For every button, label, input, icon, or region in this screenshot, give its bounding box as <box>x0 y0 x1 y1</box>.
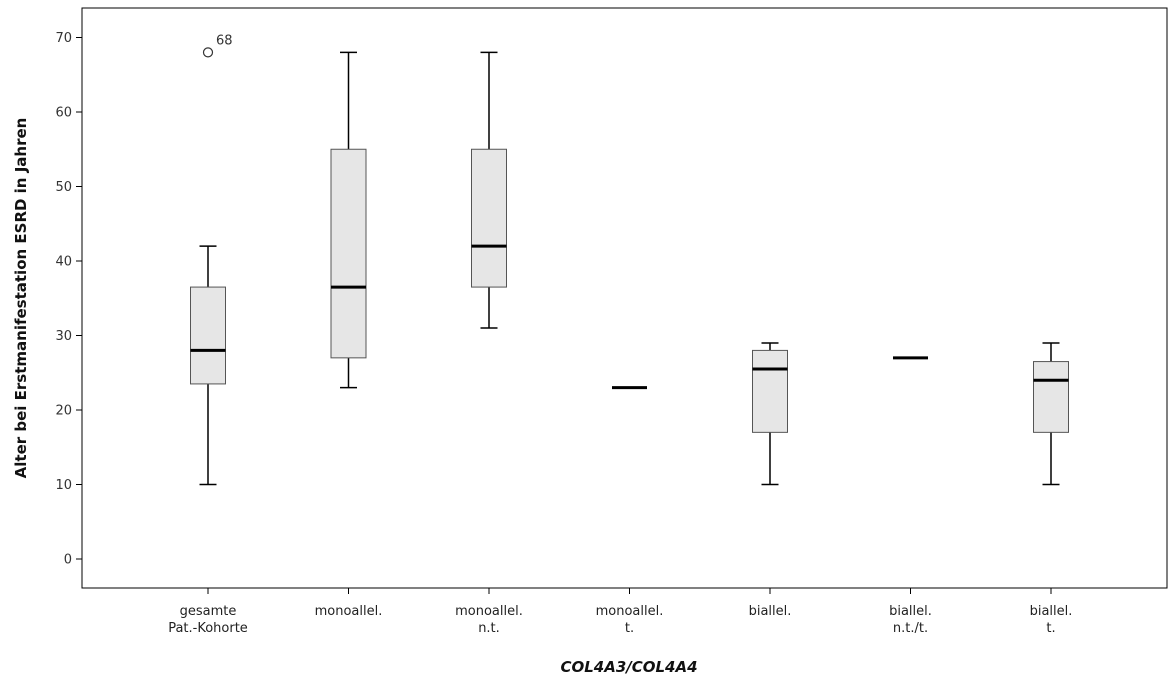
y-tick-label: 30 <box>55 329 72 344</box>
x-tick-label: biallel. <box>1030 604 1073 619</box>
box <box>471 148 507 288</box>
x-tick-label: Pat.-Kohorte <box>168 621 248 636</box>
y-axis-title: Alter bei Erstmanifestation ESRD in Jahr… <box>12 118 30 479</box>
x-tick-label: biallel. <box>749 604 792 619</box>
box-group: 68 <box>190 33 233 486</box>
x-axis-title: COL4A3/COL4A4 <box>560 658 697 676</box>
box-group <box>330 51 367 389</box>
box <box>330 148 367 359</box>
box <box>1033 361 1069 433</box>
y-axis: 0 10 20 30 40 50 60 70 <box>55 31 82 568</box>
outlier-point <box>202 47 214 58</box>
y-tick-label: 10 <box>55 478 72 493</box>
x-tick-label: biallel. <box>889 604 932 619</box>
x-tick-label: monoallel. <box>455 604 523 619</box>
x-axis: gesamte Pat.-Kohorte monoallel. monoallel. n… <box>168 588 1072 636</box>
box-group <box>752 342 788 486</box>
box-group <box>1033 342 1069 486</box>
y-tick-label: 50 <box>55 180 72 195</box>
y-tick-label: 70 <box>55 31 72 46</box>
x-tick-label: t. <box>1046 621 1055 636</box>
x-tick-label: gesamte <box>180 604 237 619</box>
y-tick-label: 0 <box>64 553 72 568</box>
outlier-label: 68 <box>216 33 233 48</box>
y-tick-label: 40 <box>55 255 72 270</box>
box-group <box>471 51 507 329</box>
box <box>752 349 788 433</box>
x-tick-label: n.t. <box>478 621 500 636</box>
x-tick-label: t. <box>625 621 634 636</box>
y-tick-label: 20 <box>55 404 72 419</box>
plot-frame <box>81 7 1168 589</box>
y-tick-label: 60 <box>55 106 72 121</box>
x-tick-label: monoallel. <box>596 604 664 619</box>
x-tick-label: monoallel. <box>315 604 383 619</box>
box-series: 68 <box>190 33 1069 486</box>
x-tick-label: n.t./t. <box>893 621 928 636</box>
box <box>190 286 226 385</box>
